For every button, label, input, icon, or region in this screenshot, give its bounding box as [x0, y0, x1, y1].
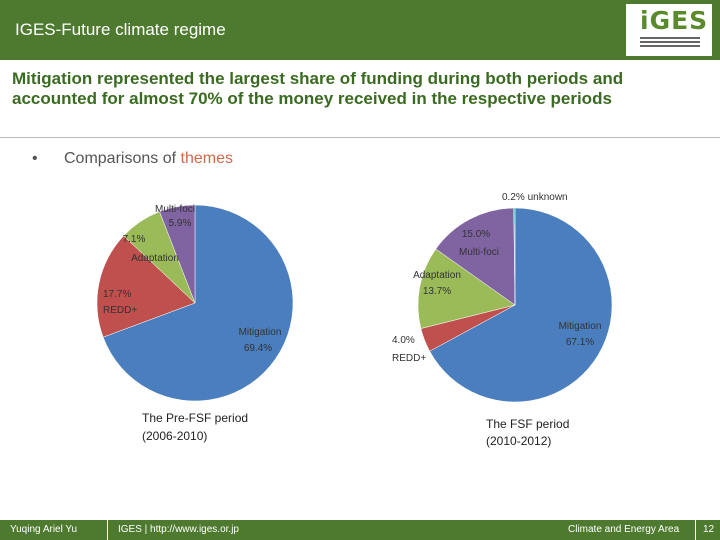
iges-logo: iGES [626, 4, 712, 56]
label-redd-1: REDD+ [103, 305, 137, 316]
slide-footer [0, 520, 720, 540]
pie2-title-line2: (2010-2012) [486, 434, 551, 448]
pct-multifoci-1: 5.9% [169, 218, 192, 229]
footer-area: Climate and Energy Area [568, 524, 680, 535]
footer-separator [107, 520, 108, 540]
pie-slice-mitigation [102, 204, 294, 402]
pie-slice-multi-foci [435, 207, 516, 306]
label-redd-2: REDD+ [392, 353, 426, 364]
footer-site: IGES | http://www.iges.or.jp [118, 524, 239, 535]
pie-chart-pre-fsf [96, 204, 294, 402]
label-mitigation-1: Mitigation [239, 327, 282, 338]
label-multifoci-2: Multi-foci [459, 247, 499, 258]
logo-text: iGES [640, 6, 709, 35]
label-adaptation-2: Adaptation [413, 270, 461, 281]
label-multifoci-1: Multi-foci [155, 204, 195, 215]
bullet-highlight: themes [180, 150, 233, 167]
footer-author: Yuqing Ariel Yu [10, 524, 78, 535]
bullet-marker: • [32, 150, 38, 167]
pct-adaptation-2: 13.7% [423, 286, 451, 297]
slide-header: IGES-Future climate regime iGES [0, 0, 720, 60]
pct-mitigation-1: 69.4% [244, 343, 272, 354]
bullet-prefix: Comparisons of [64, 150, 181, 167]
footer-separator [695, 520, 696, 540]
pie2-title-line1: The FSF period [486, 417, 569, 431]
slide-headline: Mitigation represented the largest share… [12, 69, 624, 108]
pct-adaptation-1: 7.1% [123, 234, 146, 245]
pct-redd-1: 17.7% [103, 289, 131, 300]
label-adaptation-1: Adaptation [131, 253, 179, 264]
label-unknown-2: 0.2% unknown [502, 192, 568, 203]
divider [0, 137, 720, 138]
pct-redd-2: 4.0% [392, 335, 415, 346]
pie1-title-line2: (2006-2010) [142, 429, 207, 443]
label-mitigation-2: Mitigation [559, 321, 602, 332]
pie-chart-fsf [417, 207, 613, 403]
slide-title: IGES-Future climate regime [15, 20, 226, 39]
pie-charts: Multi-foci 5.9% 7.1% Adaptation 17.7% RE… [96, 192, 613, 448]
pie1-title-line1: The Pre-FSF period [142, 411, 248, 425]
footer-page-number: 12 [703, 524, 715, 535]
pct-multifoci-2: 15.0% [462, 229, 490, 240]
pie-slice-mitigation [429, 207, 613, 403]
pie-slice-adaptation [417, 248, 516, 329]
pie-slice-redd- [96, 235, 196, 338]
logo-tagline-lines [640, 37, 700, 49]
pie-slice-multi-foci [159, 204, 196, 304]
pie-slice-unknown [513, 207, 516, 306]
pct-mitigation-2: 67.1% [566, 337, 594, 348]
bullet-text: Comparisons of themes [64, 150, 233, 168]
